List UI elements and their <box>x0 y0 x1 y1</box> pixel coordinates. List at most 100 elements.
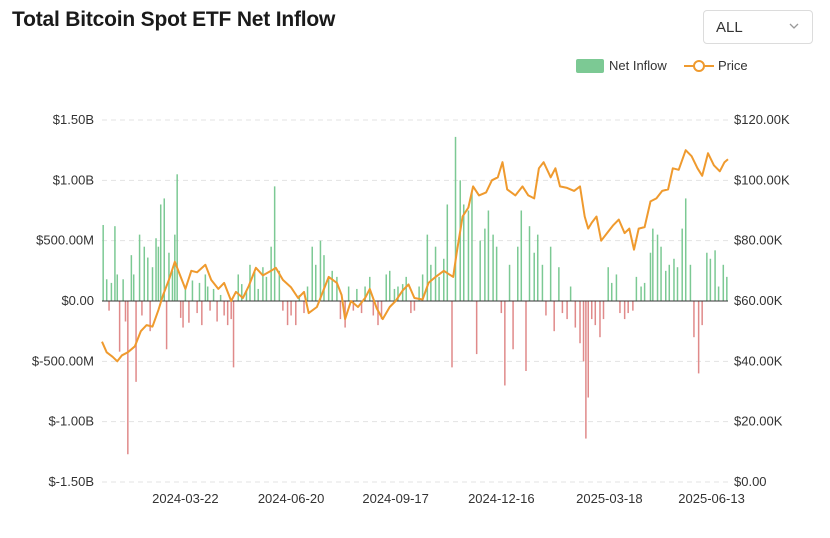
y-right-tick-label: $0.00 <box>734 474 767 489</box>
inflow-bar <box>579 301 581 344</box>
inflow-bar <box>467 210 470 301</box>
bars-group <box>102 136 728 455</box>
inflow-bar <box>155 238 157 301</box>
x-tick-label: 2024-03-22 <box>152 491 219 506</box>
inflow-bar <box>471 192 473 301</box>
inflow-bar <box>574 301 577 328</box>
inflow-bar <box>587 301 589 398</box>
inflow-bar <box>232 301 235 368</box>
inflow-bar <box>118 301 121 352</box>
inflow-bar <box>549 246 552 301</box>
inflow-bar <box>701 301 703 326</box>
inflow-bar <box>323 255 325 301</box>
inflow-bar <box>216 301 218 322</box>
inflow-bar <box>418 286 420 301</box>
inflow-bar <box>143 246 146 301</box>
inflow-bar <box>665 270 667 301</box>
inflow-bar <box>438 276 440 301</box>
inflow-bar <box>525 301 527 371</box>
inflow-bar <box>635 276 638 301</box>
inflow-bar <box>697 301 700 374</box>
inflow-bar <box>591 301 593 320</box>
inflow-bar <box>684 198 687 301</box>
inflow-bar <box>184 286 187 301</box>
inflow-bar <box>286 301 289 326</box>
inflow-bar <box>122 279 124 301</box>
left-axis: $1.50B $1.00B $500.00M $0.00 $-500.00M $-1.00… <box>32 112 94 489</box>
inflow-bar <box>130 255 133 301</box>
inflow-bar <box>364 286 366 301</box>
inflow-bar <box>709 258 712 301</box>
inflow-bar <box>512 301 514 350</box>
inflow-bar <box>545 301 547 316</box>
inflow-bar <box>151 267 154 301</box>
inflow-bar <box>643 282 646 301</box>
legend-swatch-price <box>684 60 714 72</box>
x-tick-label: 2025-06-13 <box>678 491 745 506</box>
inflow-bar <box>541 264 544 301</box>
inflow-bar <box>372 301 375 316</box>
inflow-bar <box>196 301 198 314</box>
inflow-bar <box>668 264 671 301</box>
inflow-bar <box>319 240 322 301</box>
inflow-bar <box>295 301 297 326</box>
inflow-bar <box>241 284 243 301</box>
inflow-bar <box>114 226 116 301</box>
inflow-bar <box>257 288 259 301</box>
y-left-tick-label: $500.00M <box>36 233 94 248</box>
y-right-tick-label: $60.00K <box>734 293 783 308</box>
inflow-bar <box>459 180 461 301</box>
inflow-bar <box>171 270 174 301</box>
range-select[interactable]: ALL <box>703 10 813 44</box>
inflow-bar <box>517 246 519 301</box>
inflow-bar <box>443 258 445 301</box>
inflow-bar <box>141 301 143 316</box>
inflow-bar <box>331 270 333 301</box>
x-axis: 2024-03-22 2024-06-20 2024-09-17 2024-12-16… <box>152 491 745 506</box>
inflow-bar <box>273 186 276 301</box>
inflow-bar <box>306 286 309 301</box>
inflow-bar <box>230 301 232 320</box>
inflow-bar <box>492 234 494 301</box>
inflow-bar <box>132 274 135 301</box>
inflow-bar <box>673 258 675 301</box>
inflow-bar <box>352 301 355 311</box>
inflow-bar <box>290 301 292 316</box>
inflow-bar <box>504 301 506 386</box>
inflow-bar <box>434 246 437 301</box>
inflow-bar <box>377 301 379 326</box>
legend-item-price[interactable]: Price <box>684 57 756 75</box>
y-left-tick-label: $1.00B <box>53 172 94 187</box>
inflow-bar <box>206 286 209 301</box>
inflow-bar <box>569 286 572 301</box>
inflow-bar <box>495 246 498 301</box>
inflow-bar <box>163 198 165 301</box>
inflow-bar <box>157 246 160 301</box>
inflow-bar <box>582 301 585 362</box>
inflow-bar <box>454 136 457 301</box>
y-right-tick-label: $20.00K <box>734 414 783 429</box>
inflow-bar <box>533 252 535 301</box>
inflow-bar <box>558 267 560 301</box>
inflow-bar <box>116 274 119 301</box>
inflow-bar <box>124 301 127 322</box>
inflow-bar <box>599 301 601 338</box>
inflow-bar <box>327 276 330 301</box>
inflow-bar <box>393 288 396 301</box>
inflow-bar <box>265 276 268 301</box>
inflow-bar <box>201 301 203 326</box>
inflow-bar <box>553 301 555 332</box>
inflow-bar <box>311 246 313 301</box>
inflow-bar <box>389 270 391 301</box>
inflow-bar <box>602 301 605 320</box>
inflow-bar <box>108 301 110 311</box>
inflow-bar <box>528 226 531 301</box>
legend-item-net-inflow[interactable]: Net Inflow <box>576 57 678 75</box>
inflow-bar <box>191 280 194 301</box>
inflow-bar <box>380 301 383 320</box>
inflow-bar <box>282 301 284 311</box>
inflow-bar <box>652 228 654 301</box>
inflow-bar <box>451 301 453 368</box>
inflow-bar <box>159 204 162 301</box>
